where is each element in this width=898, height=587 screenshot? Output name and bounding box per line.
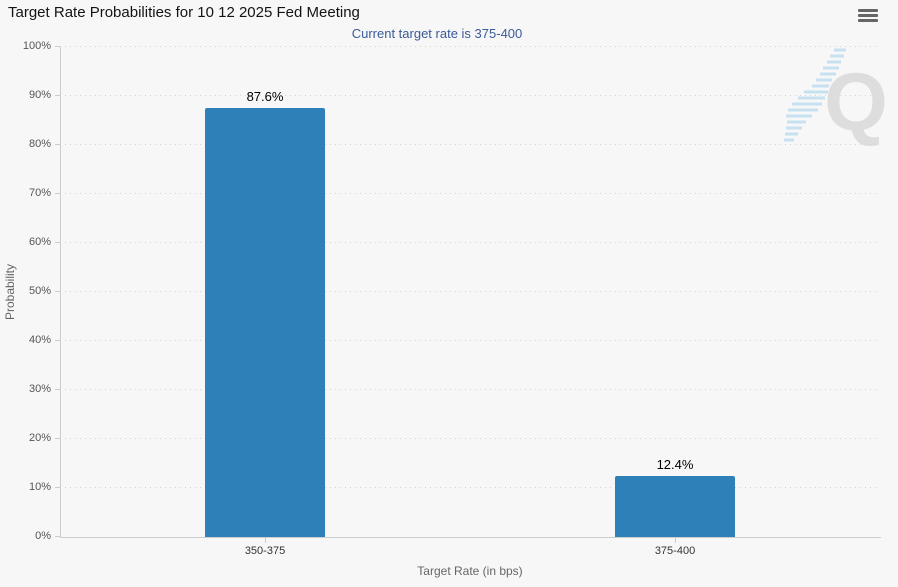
y-gridline: [60, 340, 880, 341]
probability-bar[interactable]: [615, 476, 735, 537]
y-axis-tick: [55, 193, 60, 194]
probability-bar[interactable]: [205, 108, 325, 537]
y-axis-tick-label: 80%: [28, 138, 51, 150]
y-gridline: [60, 46, 880, 47]
chart-subtitle: Current target rate is 375-400: [351, 26, 523, 41]
y-gridline: [60, 291, 880, 292]
y-axis-tick-label: 90%: [28, 89, 51, 101]
y-axis-tick: [55, 487, 60, 488]
y-axis-tick-label: 0%: [35, 530, 51, 542]
bar-value-label: 87.6%: [246, 89, 284, 104]
y-gridline: [60, 438, 880, 439]
y-axis-tick: [55, 389, 60, 390]
y-axis-tick: [55, 438, 60, 439]
bar-value-label: 12.4%: [656, 457, 694, 472]
y-gridline: [60, 95, 880, 96]
y-axis-tick: [55, 291, 60, 292]
plot-area: [60, 47, 881, 538]
y-axis-tick-label: 10%: [28, 481, 51, 493]
y-gridline: [60, 487, 880, 488]
y-axis-tick: [55, 46, 60, 47]
y-gridline: [60, 242, 880, 243]
y-gridline: [60, 389, 880, 390]
y-axis-tick: [55, 536, 60, 537]
x-axis-category-label: 375-400: [654, 545, 696, 557]
hamburger-icon: [858, 9, 878, 22]
y-axis-tick-label: 50%: [28, 285, 51, 297]
chart-title: Target Rate Probabilities for 10 12 2025…: [8, 4, 360, 21]
y-gridline: [60, 193, 880, 194]
y-axis-tick: [55, 95, 60, 96]
y-axis-tick-label: 30%: [28, 383, 51, 395]
y-axis-tick-label: 70%: [28, 187, 51, 199]
y-axis-tick: [55, 340, 60, 341]
y-axis-tick-label: 40%: [28, 334, 51, 346]
context-menu-button[interactable]: [856, 5, 880, 23]
x-axis-title: Target Rate (in bps): [417, 564, 523, 578]
y-gridline: [60, 144, 880, 145]
y-axis-tick: [55, 144, 60, 145]
x-axis-tick: [265, 538, 266, 543]
y-axis-tick-label: 60%: [28, 236, 51, 248]
y-axis-tick-label: 100%: [22, 40, 51, 52]
x-axis-category-label: 350-375: [244, 545, 286, 557]
y-axis-tick-label: 20%: [28, 432, 51, 444]
x-axis-tick: [675, 538, 676, 543]
y-axis-tick: [55, 242, 60, 243]
